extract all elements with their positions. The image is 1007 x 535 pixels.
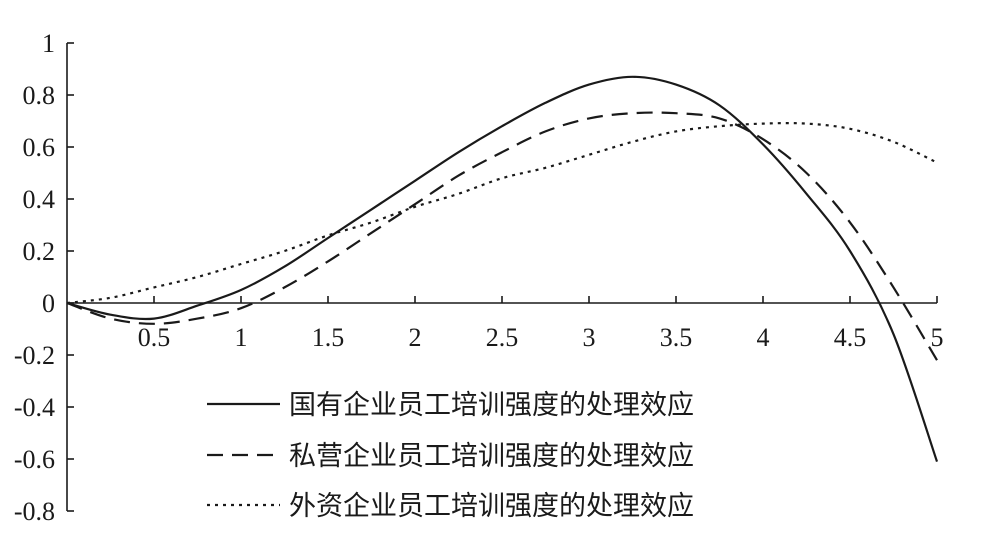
series-private-line [66, 111, 938, 361]
x-tick-label: 2.5 [486, 323, 519, 352]
series-lines [66, 75, 939, 462]
y-tick-label: 0.8 [23, 81, 56, 110]
series-state-owned-line [66, 75, 939, 462]
y-tick-label: -0.4 [14, 393, 55, 422]
series-foreign-line [66, 122, 938, 305]
y-tick-label: 1 [42, 29, 55, 58]
x-tick-label: 4 [757, 323, 770, 352]
x-tick-label: 2 [409, 323, 422, 352]
y-tick-label: 0.4 [23, 185, 56, 214]
x-tick-label: 3 [583, 323, 596, 352]
y-tick-label: 0 [42, 289, 55, 318]
legend-label: 外资企业员工培训强度的处理效应 [289, 491, 694, 522]
x-tick-label: 4.5 [834, 323, 867, 352]
y-tick-label: -0.8 [14, 497, 55, 526]
y-axis-ticks: 1 0.8 0.6 0.4 0.2 0 -0.2 -0.4 -0.6 -0.8 [14, 29, 74, 526]
y-tick-label: -0.6 [14, 445, 55, 474]
x-tick-label: 1 [235, 323, 248, 352]
x-tick-label: 1.5 [312, 323, 345, 352]
x-tick-label: 5 [931, 323, 944, 352]
y-tick-label: 0.6 [23, 133, 56, 162]
x-tick-label: 0.5 [138, 323, 171, 352]
y-tick-label: 0.2 [23, 237, 56, 266]
y-tick-label: -0.2 [14, 341, 55, 370]
legend: 国有企业员工培训强度的处理效应私营企业员工培训强度的处理效应外资企业员工培训强度… [207, 390, 694, 522]
x-axis-ticks: 0.5 1 1.5 2 2.5 3 3.5 4 4.5 5 [138, 296, 944, 352]
legend-label: 私营企业员工培训强度的处理效应 [289, 441, 694, 472]
x-tick-label: 3.5 [660, 323, 693, 352]
legend-label: 国有企业员工培训强度的处理效应 [289, 390, 694, 421]
